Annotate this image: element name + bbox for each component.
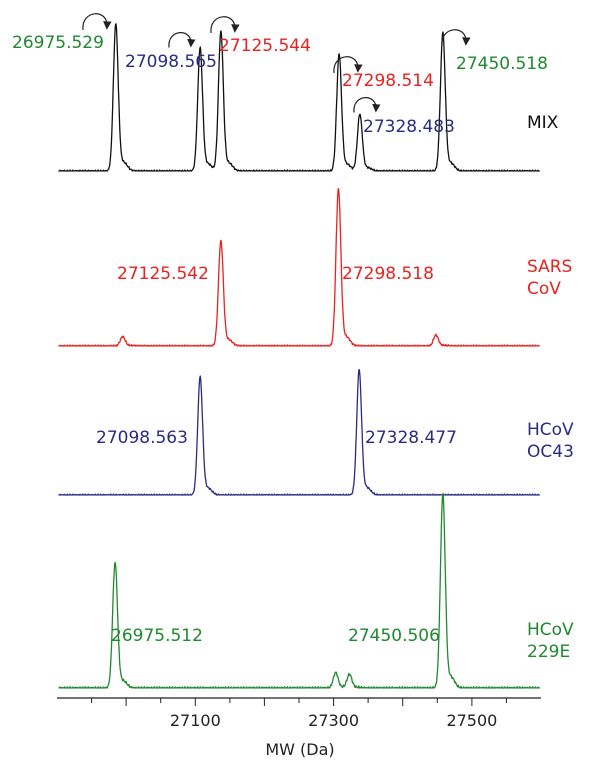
sample-label-sars-line-1: CoV [527, 279, 561, 299]
sample-label-e229-line-1: 229E [527, 642, 570, 662]
sample-label-e229-line-0: HCoV [527, 620, 574, 640]
peak-label-mix-3: 27298.514 [342, 71, 434, 91]
curved-arrow-1 [168, 32, 196, 48]
x-axis: 27100 27300 27500 MW (Da) [57, 697, 541, 759]
sample-label-mix-line-0: MIX [527, 113, 559, 133]
sample-label-oc43-line-1: OC43 [527, 442, 574, 462]
sample-label-sars-line-0: SARS [527, 257, 572, 277]
peak-label-oc43-1: 27328.477 [365, 428, 457, 448]
peak-label-mix-0: 26975.529 [12, 33, 104, 53]
x-tick-label-27100: 27100 [170, 711, 221, 730]
curved-arrow-2 [210, 16, 240, 34]
spectrum-trace-mix [58, 23, 541, 172]
curved-arrow-0 [82, 13, 112, 31]
peak-label-sars-2: 27298.518 [342, 264, 434, 284]
peak-label-e229-0: 26975.512 [111, 626, 203, 646]
peak-label-e229-3: 27450.506 [348, 626, 440, 646]
x-axis-title: MW (Da) [265, 740, 334, 759]
peak-label-oc43-0: 27098.563 [96, 428, 188, 448]
peak-label-mix-5: 27450.518 [456, 54, 548, 74]
spectrum-trace-oc43 [58, 368, 541, 496]
x-tick-label-27500: 27500 [446, 711, 497, 730]
curved-arrow-5 [441, 29, 471, 47]
sample-label-oc43-line-0: HCoV [527, 420, 574, 440]
peak-label-mix-1: 27098.565 [125, 52, 217, 72]
curved-arrow-4 [353, 97, 381, 113]
peak-label-mix-4: 27328.483 [363, 117, 455, 137]
peak-label-mix-2: 27125.544 [219, 36, 311, 56]
spectrum-trace-e229 [58, 492, 541, 689]
x-axis-ticks: 27100 27300 27500 [91, 698, 507, 730]
x-tick-label-27300: 27300 [308, 711, 359, 730]
curved-arrow-3 [333, 56, 363, 74]
spectrum-trace-sars [58, 187, 541, 347]
peak-label-sars-1: 27125.542 [117, 264, 209, 284]
